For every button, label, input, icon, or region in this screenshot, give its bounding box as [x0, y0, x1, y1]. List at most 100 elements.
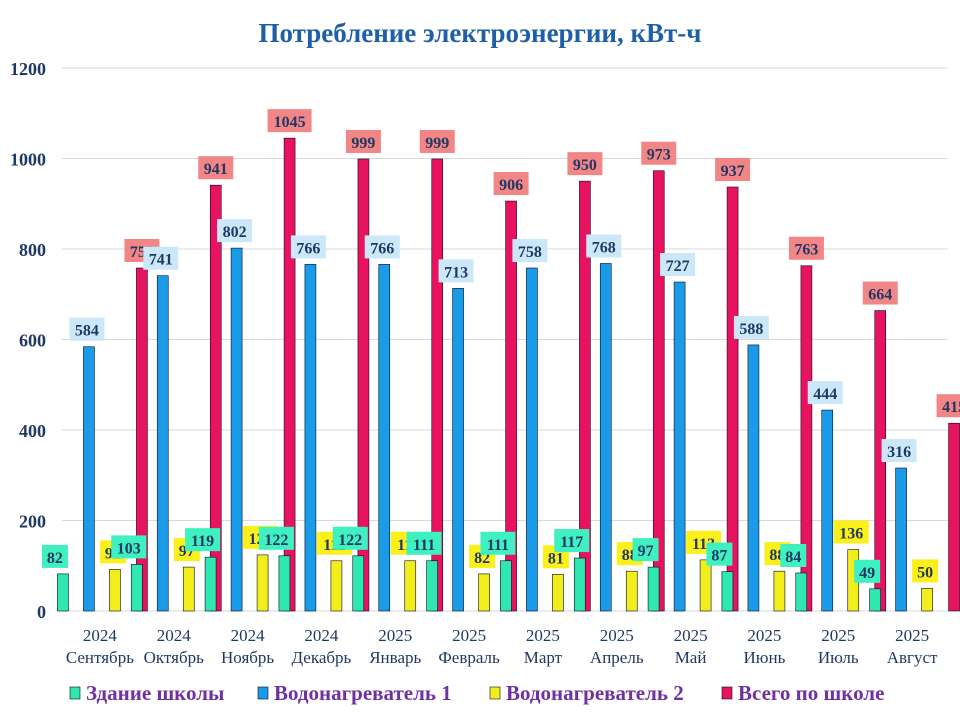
bar	[109, 569, 121, 612]
bar	[256, 554, 269, 612]
data-label-bg	[641, 141, 677, 165]
bar	[721, 571, 734, 612]
bar	[599, 263, 612, 612]
data-label: 941	[204, 161, 228, 178]
data-label-bg	[41, 544, 68, 568]
data-label: 119	[191, 533, 214, 550]
data-label-bg	[567, 152, 603, 176]
data-label: 49	[859, 565, 875, 582]
x-tick-year: 2025	[747, 626, 781, 645]
x-tick-month: Октябрь	[144, 648, 204, 667]
legend-swatch	[257, 686, 269, 700]
bar	[821, 409, 834, 612]
bar	[136, 267, 148, 612]
bar	[869, 588, 881, 612]
data-label: 82	[47, 550, 63, 567]
x-tick-month: Февраль	[438, 648, 500, 667]
bar	[352, 555, 365, 612]
data-label-bg	[660, 253, 696, 277]
data-label-bg	[185, 528, 221, 552]
y-tick-label: 1000	[10, 150, 46, 170]
bar	[57, 573, 69, 612]
bar	[452, 288, 464, 612]
bar	[404, 560, 417, 612]
x-tick-year: 2025	[526, 626, 560, 645]
data-label-bg	[788, 236, 824, 260]
data-label-bg	[267, 109, 312, 133]
data-label: 444	[813, 386, 837, 403]
x-tick-year: 2025	[821, 626, 855, 645]
y-axis-ticks: 0 200 400 600 800 1000 1200	[10, 59, 46, 622]
bar	[83, 346, 95, 612]
legend-swatch	[69, 686, 81, 700]
data-label: 766	[296, 240, 320, 257]
data-label: 741	[149, 252, 173, 269]
bar	[573, 557, 586, 612]
bar	[500, 560, 512, 612]
data-label: 713	[444, 264, 468, 281]
bar	[747, 344, 760, 612]
bar	[204, 556, 217, 612]
y-tick-label: 800	[19, 240, 46, 260]
data-label: 87	[711, 548, 727, 565]
x-tick-month: Сентябрь	[66, 648, 134, 667]
x-tick-month: Ноябрь	[221, 648, 274, 667]
data-label-bg	[912, 559, 939, 583]
legend-swatch	[721, 686, 733, 700]
legend-label: Всего по школе	[738, 681, 884, 705]
data-labels: 8258492758103741979411198021241045122766…	[41, 109, 960, 583]
data-label-bg	[715, 158, 751, 182]
bar	[156, 275, 169, 612]
data-label: 122	[264, 532, 288, 549]
legend-swatch	[489, 686, 501, 700]
bar	[278, 555, 291, 612]
data-label: 81	[548, 550, 564, 567]
bar	[526, 267, 538, 612]
data-label-bg	[780, 543, 807, 567]
x-tick-month: Март	[524, 648, 563, 667]
bar	[378, 264, 391, 612]
data-label-bg	[632, 538, 659, 562]
data-label-bg	[493, 172, 529, 196]
data-label-bg	[290, 235, 326, 259]
data-label: 758	[518, 244, 542, 261]
y-tick-label: 200	[19, 512, 46, 532]
bar	[182, 566, 195, 612]
data-label: 802	[223, 224, 247, 241]
x-tick-month: Июнь	[744, 648, 786, 667]
data-label: 763	[794, 242, 818, 259]
data-label: 664	[868, 287, 892, 304]
bar	[304, 264, 317, 612]
data-label: 937	[721, 163, 745, 180]
y-tick-label: 400	[19, 421, 46, 441]
y-tick-label: 600	[19, 331, 46, 351]
data-label: 727	[666, 258, 690, 275]
data-label-bg	[706, 542, 733, 566]
bar	[426, 560, 438, 612]
data-label-bg	[364, 235, 400, 259]
data-label: 1045	[274, 114, 306, 131]
x-tick-month: Август	[887, 648, 938, 667]
data-label-bg	[332, 526, 368, 550]
x-tick-year: 2024	[157, 626, 192, 645]
x-tick-year: 2025	[600, 626, 634, 645]
legend-label: Здание школы	[86, 681, 224, 705]
bar	[552, 574, 564, 612]
bar	[699, 559, 712, 612]
data-label: 50	[917, 564, 933, 581]
data-label: 950	[573, 157, 597, 174]
bar	[921, 588, 933, 612]
legend-label: Водонагреватель 2	[506, 681, 684, 705]
x-tick-year: 2025	[378, 626, 412, 645]
y-tick-label: 1200	[10, 59, 46, 79]
legend: Здание школы Водонагреватель 1 Водонагрева…	[69, 681, 884, 705]
data-label: 122	[338, 532, 362, 549]
data-label-bg	[862, 281, 898, 305]
x-tick-year: 2024	[83, 626, 118, 645]
bar	[478, 573, 490, 612]
data-label: 136	[839, 525, 863, 542]
data-label-bg	[258, 526, 294, 550]
bar	[330, 560, 343, 612]
data-label-bg	[111, 535, 147, 559]
